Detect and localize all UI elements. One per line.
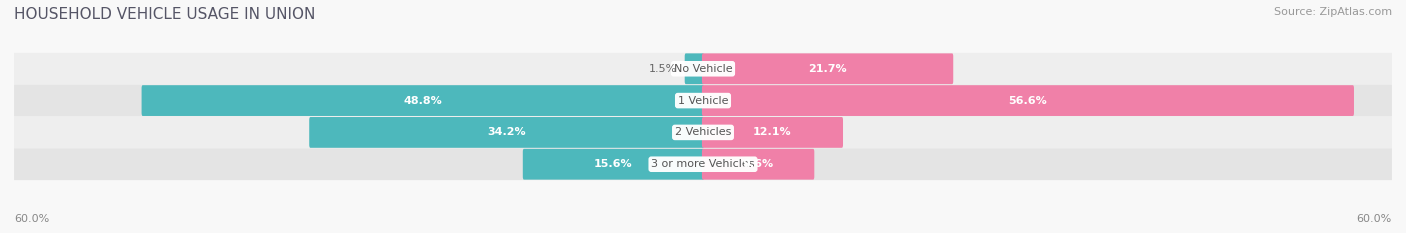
Text: No Vehicle: No Vehicle bbox=[673, 64, 733, 74]
Text: 3 or more Vehicles: 3 or more Vehicles bbox=[651, 159, 755, 169]
FancyBboxPatch shape bbox=[702, 53, 953, 84]
Text: 60.0%: 60.0% bbox=[1357, 214, 1392, 224]
Text: Source: ZipAtlas.com: Source: ZipAtlas.com bbox=[1274, 7, 1392, 17]
FancyBboxPatch shape bbox=[14, 53, 1392, 85]
Text: 12.1%: 12.1% bbox=[754, 127, 792, 137]
FancyBboxPatch shape bbox=[523, 149, 704, 180]
Text: 9.6%: 9.6% bbox=[742, 159, 773, 169]
FancyBboxPatch shape bbox=[702, 149, 814, 180]
Text: 56.6%: 56.6% bbox=[1008, 96, 1047, 106]
FancyBboxPatch shape bbox=[14, 116, 1392, 148]
Text: 15.6%: 15.6% bbox=[595, 159, 633, 169]
Text: 1 Vehicle: 1 Vehicle bbox=[678, 96, 728, 106]
Text: 1.5%: 1.5% bbox=[648, 64, 676, 74]
FancyBboxPatch shape bbox=[309, 117, 704, 148]
FancyBboxPatch shape bbox=[14, 85, 1392, 116]
Text: 34.2%: 34.2% bbox=[488, 127, 526, 137]
Text: 60.0%: 60.0% bbox=[14, 214, 49, 224]
FancyBboxPatch shape bbox=[685, 53, 704, 84]
FancyBboxPatch shape bbox=[142, 85, 704, 116]
Text: 21.7%: 21.7% bbox=[808, 64, 846, 74]
Text: HOUSEHOLD VEHICLE USAGE IN UNION: HOUSEHOLD VEHICLE USAGE IN UNION bbox=[14, 7, 315, 22]
Text: 48.8%: 48.8% bbox=[404, 96, 443, 106]
FancyBboxPatch shape bbox=[702, 117, 844, 148]
Text: 2 Vehicles: 2 Vehicles bbox=[675, 127, 731, 137]
FancyBboxPatch shape bbox=[702, 85, 1354, 116]
FancyBboxPatch shape bbox=[14, 148, 1392, 180]
